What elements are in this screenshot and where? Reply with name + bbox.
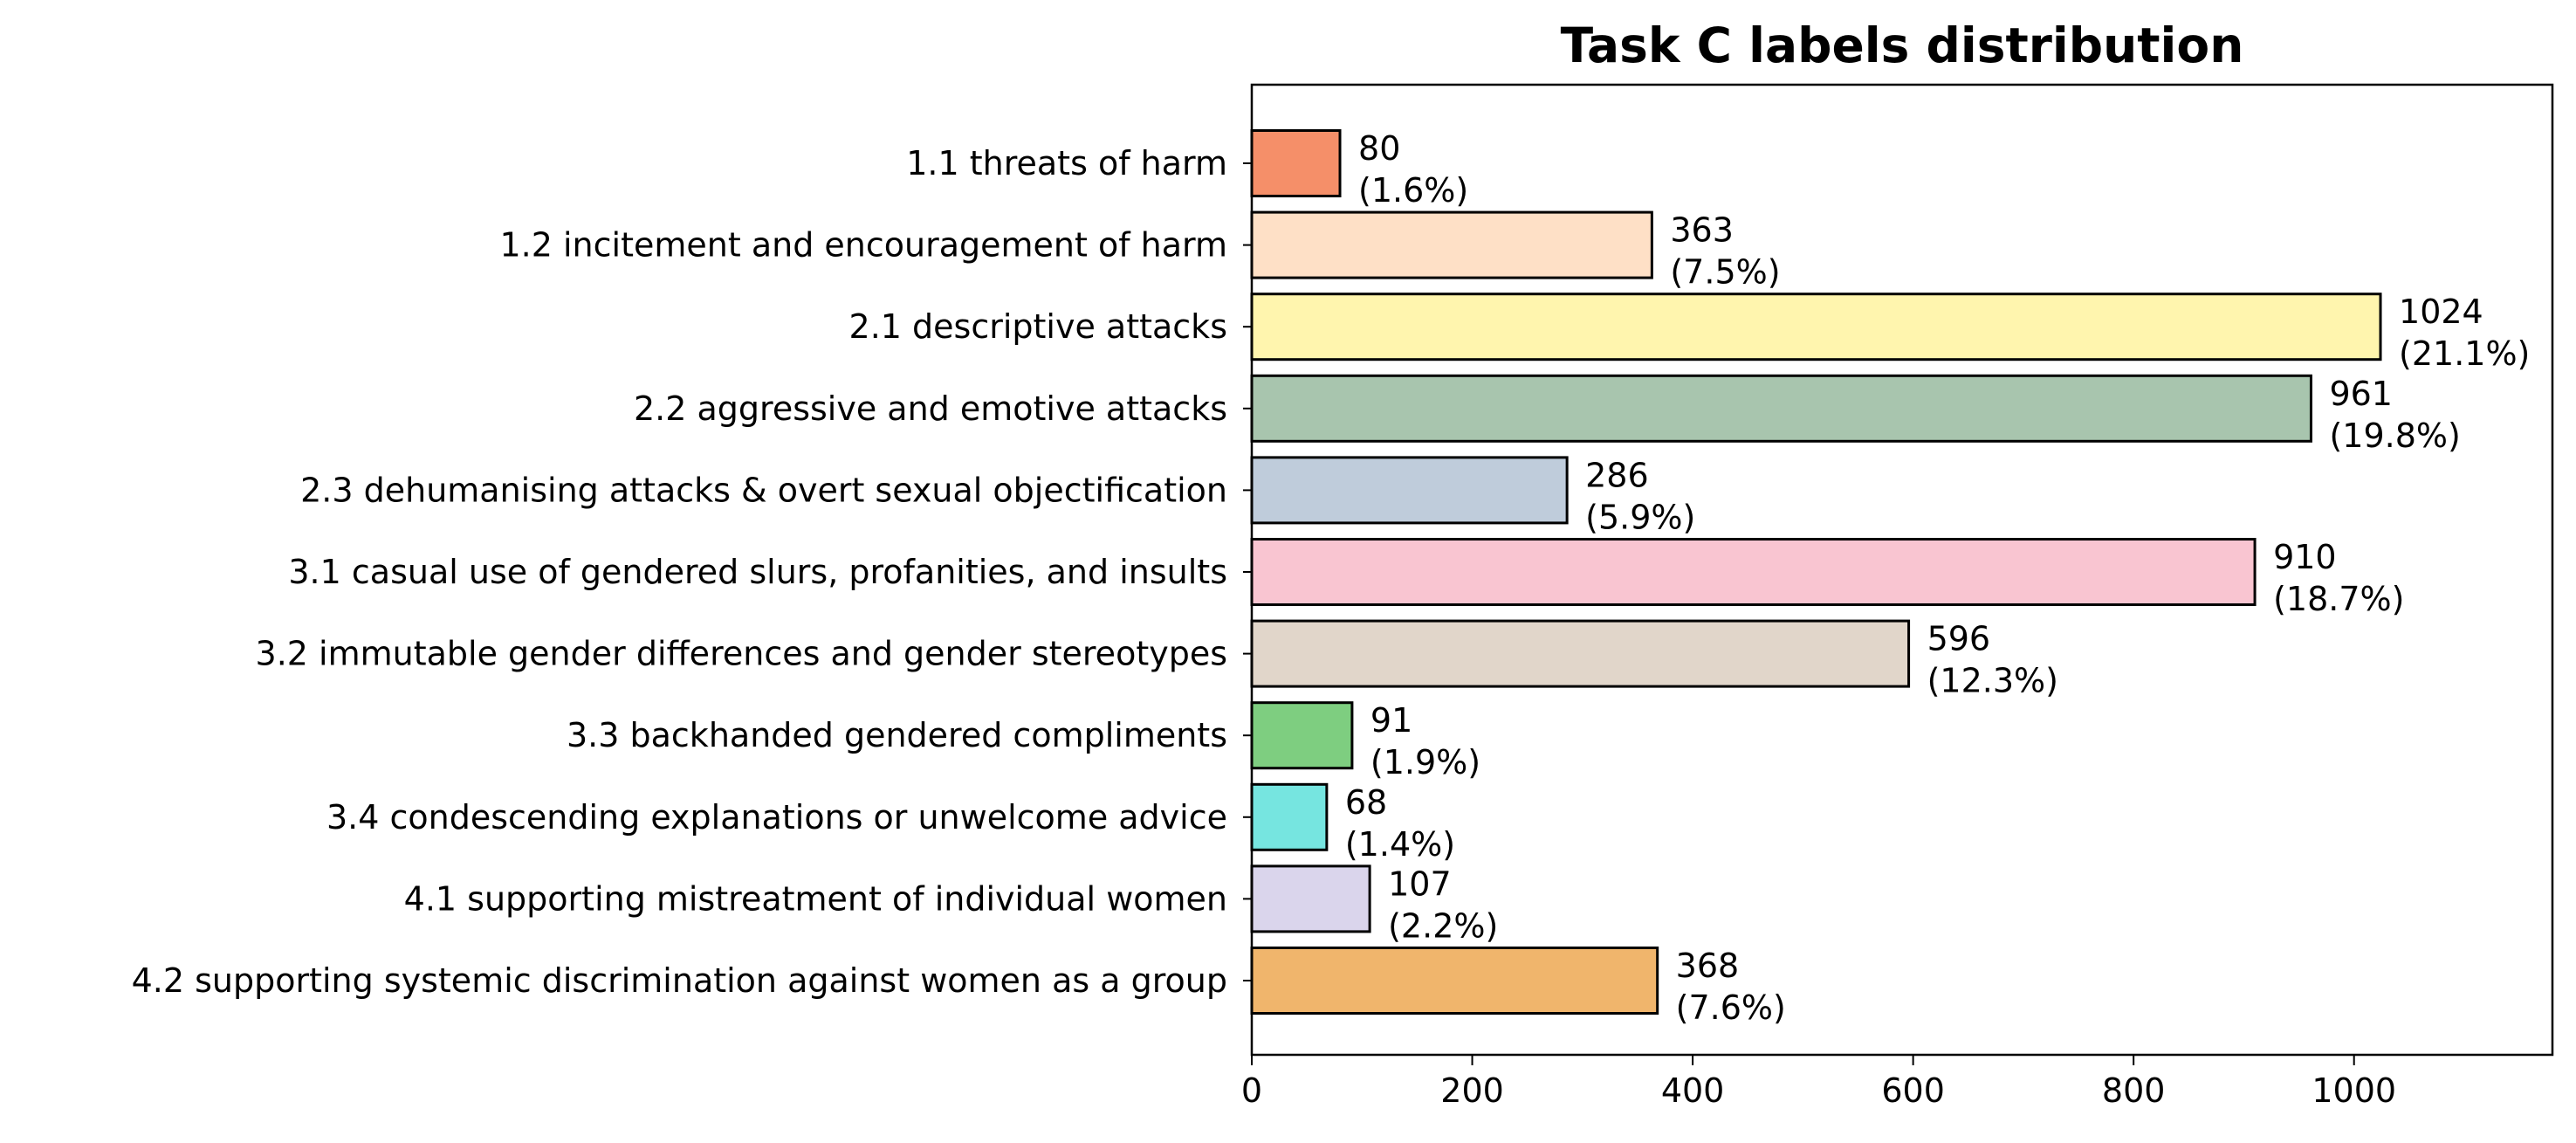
value-label: 910 — [2273, 538, 2337, 576]
category-label: 2.2 aggressive and emotive attacks — [634, 389, 1227, 428]
bar — [1250, 293, 2382, 361]
x-tick-label: 600 — [1881, 1071, 1945, 1110]
percent-label: (1.4%) — [1345, 825, 1455, 864]
value-label: 91 — [1370, 701, 1412, 740]
value-label: 286 — [1585, 456, 1649, 494]
bar — [1250, 619, 1911, 688]
bar — [1250, 374, 2312, 443]
category-label: 2.3 dehumanising attacks & overt sexual … — [300, 471, 1227, 509]
category-label: 3.1 casual use of gendered slurs, profan… — [288, 553, 1227, 591]
bars-layer — [1250, 129, 2382, 1015]
bar — [1250, 210, 1653, 279]
percent-label: (21.1%) — [2399, 334, 2530, 373]
value-label: 1024 — [2399, 293, 2483, 331]
category-label: 2.1 descriptive attacks — [849, 307, 1227, 346]
x-axis: 0 200 400 600 800 1000 — [1241, 162, 2396, 1110]
category-label: 3.3 backhanded gendered compliments — [567, 716, 1227, 754]
x-tick-label: 400 — [1661, 1071, 1725, 1110]
plot-frame — [1250, 83, 2554, 1057]
value-label: 107 — [1388, 864, 1452, 903]
chart-title: Task C labels distribution — [1561, 17, 2244, 73]
bar — [1250, 864, 1371, 933]
percent-label: (18.7%) — [2273, 580, 2404, 618]
x-tick-label: 800 — [2102, 1071, 2166, 1110]
category-label: 4.2 supporting systemic discrimination a… — [132, 961, 1227, 1000]
value-label: 68 — [1345, 783, 1387, 822]
x-tick-label: 0 — [1241, 1071, 1262, 1110]
value-label: 80 — [1358, 129, 1400, 168]
bar — [1250, 947, 1659, 1015]
bar — [1250, 782, 1329, 851]
percent-label: (7.5%) — [1670, 253, 1780, 292]
bar — [1250, 538, 2257, 606]
bar — [1250, 701, 1354, 770]
category-label: 3.4 condescending explanations or unwelc… — [326, 798, 1227, 837]
percent-label: (19.8%) — [2329, 417, 2460, 455]
percent-label: (5.9%) — [1585, 498, 1695, 536]
bar — [1250, 456, 1569, 525]
percent-label: (12.3%) — [1927, 662, 2058, 700]
category-label: 1.1 threats of harm — [906, 144, 1227, 182]
x-tick-label: 200 — [1440, 1071, 1504, 1110]
value-label: 961 — [2329, 375, 2393, 413]
percent-label: (1.9%) — [1370, 743, 1480, 782]
percent-label: (1.6%) — [1358, 171, 1468, 210]
value-label: 363 — [1670, 211, 1734, 250]
category-label: 4.1 supporting mistreatment of individua… — [404, 879, 1227, 918]
value-label: 596 — [1927, 620, 1991, 658]
percent-label: (2.2%) — [1388, 906, 1498, 945]
x-tick-label: 1000 — [2312, 1071, 2396, 1110]
percent-label: (7.6%) — [1676, 988, 1786, 1027]
value-label: 368 — [1676, 947, 1740, 985]
labels-layer: 1.1 threats of harm 80(1.6%) 1.2 incitemen… — [132, 129, 2531, 1027]
category-label: 3.2 immutable gender differences and gen… — [256, 635, 1227, 673]
category-label: 1.2 incitement and encouragement of harm — [499, 226, 1227, 265]
bar — [1250, 129, 1342, 197]
